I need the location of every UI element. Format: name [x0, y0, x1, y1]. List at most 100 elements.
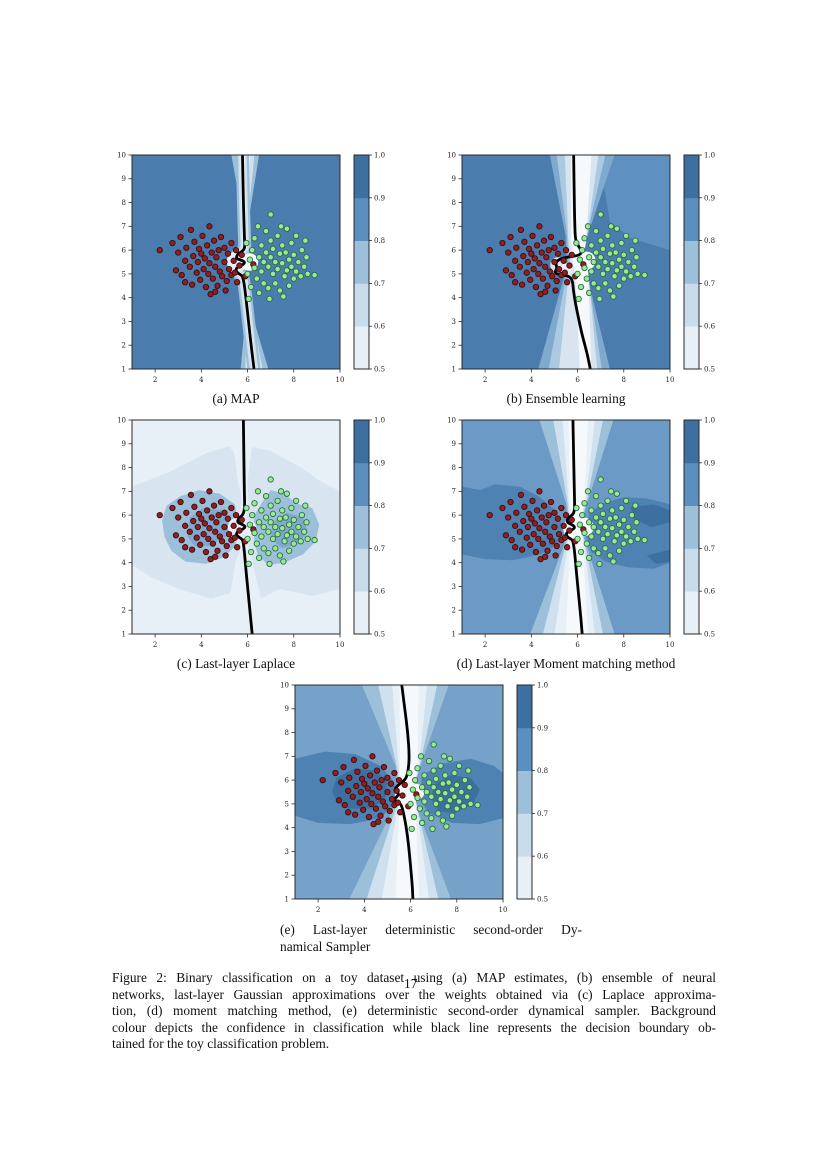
subplot-b: 2 4 6 8 10 1 2 3 4 5 6 7 8 9 10 0.5 0.6 0.7 0.8 0.9 1.0 [432, 149, 727, 391]
svg-text:8: 8 [452, 464, 456, 472]
svg-text:4: 4 [122, 559, 127, 567]
svg-text:1: 1 [122, 365, 126, 373]
figure-caption-line: colour depicts the confidence in classif… [112, 1019, 716, 1035]
svg-text:9: 9 [285, 705, 289, 713]
class-0-red-points [319, 753, 420, 828]
svg-text:6: 6 [575, 376, 580, 384]
svg-text:0.8: 0.8 [537, 767, 548, 775]
svg-text:0.5: 0.5 [374, 366, 385, 374]
svg-text:0.6: 0.6 [374, 323, 386, 331]
svg-text:10: 10 [666, 641, 675, 649]
class-1-green-points [573, 476, 648, 568]
svg-text:3: 3 [122, 583, 126, 591]
svg-text:0.6: 0.6 [537, 853, 549, 861]
svg-text:0.8: 0.8 [374, 502, 385, 510]
svg-text:1.0: 1.0 [704, 152, 715, 160]
svg-text:6: 6 [245, 376, 250, 384]
svg-text:7: 7 [122, 488, 126, 496]
svg-text:9: 9 [452, 175, 456, 183]
svg-text:10: 10 [666, 376, 675, 384]
svg-text:1.0: 1.0 [374, 417, 385, 425]
svg-text:0.8: 0.8 [704, 502, 715, 510]
colorbar: 0.5 0.6 0.7 0.8 0.9 1.0 [683, 417, 716, 639]
svg-text:8: 8 [622, 641, 626, 649]
colorbar: 0.5 0.6 0.7 0.8 0.9 1.0 [353, 417, 386, 639]
svg-text:3: 3 [452, 318, 456, 326]
svg-text:1.0: 1.0 [374, 152, 385, 160]
svg-text:10: 10 [336, 376, 345, 384]
contour-region [462, 155, 670, 369]
svg-text:4: 4 [199, 641, 204, 649]
subplot-caption-b: (b) Ensemble learning [506, 391, 626, 406]
svg-text:10: 10 [117, 151, 126, 159]
class-1-green-points [573, 211, 648, 303]
class-0-red-points [486, 488, 587, 563]
svg-text:2: 2 [316, 906, 320, 914]
svg-text:0.7: 0.7 [704, 280, 715, 288]
subplot-caption-c: (c) Last-layer Laplace [176, 656, 296, 671]
figure-caption: Figure 2: Binary classification on a toy… [112, 970, 716, 1053]
svg-text:6: 6 [122, 512, 127, 520]
svg-text:0.9: 0.9 [704, 459, 715, 467]
figure-caption-line: tion, (d) moment matching method, (e) de… [112, 1003, 716, 1019]
svg-text:6: 6 [575, 641, 580, 649]
svg-text:10: 10 [117, 416, 126, 424]
svg-text:6: 6 [452, 247, 457, 255]
svg-text:7: 7 [452, 488, 456, 496]
svg-text:0.7: 0.7 [374, 280, 385, 288]
svg-text:0.7: 0.7 [537, 810, 548, 818]
decision-boundary [234, 155, 256, 369]
svg-text:2: 2 [285, 872, 289, 880]
contour-region [132, 155, 340, 369]
class-0-red-points [156, 488, 257, 563]
subplot-caption-a: (a) MAP [212, 391, 260, 406]
class-1-green-points [243, 476, 318, 568]
svg-text:0.7: 0.7 [374, 545, 385, 553]
svg-text:7: 7 [285, 753, 289, 761]
svg-text:10: 10 [336, 641, 345, 649]
svg-text:6: 6 [452, 512, 457, 520]
svg-text:3: 3 [122, 318, 126, 326]
svg-text:0.9: 0.9 [537, 724, 548, 732]
svg-text:0.7: 0.7 [704, 545, 715, 553]
svg-text:2: 2 [483, 641, 487, 649]
svg-text:9: 9 [452, 440, 456, 448]
colorbar: 0.5 0.6 0.7 0.8 0.9 1.0 [353, 152, 386, 374]
svg-text:2: 2 [483, 376, 487, 384]
svg-text:6: 6 [408, 906, 413, 914]
svg-text:2: 2 [153, 376, 157, 384]
svg-text:10: 10 [280, 681, 289, 689]
class-0-red-points [486, 223, 587, 298]
class-1-green-points [243, 211, 318, 303]
svg-text:5: 5 [285, 800, 289, 808]
subplot-caption-d: (d) Last-layer Moment matching method [456, 656, 676, 671]
svg-text:4: 4 [122, 294, 127, 302]
svg-text:5: 5 [452, 535, 456, 543]
figure-caption-line: Figure 2: Binary classification on a toy… [112, 970, 716, 985]
svg-text:2: 2 [153, 641, 157, 649]
svg-text:2: 2 [452, 342, 456, 350]
svg-text:0.8: 0.8 [704, 237, 715, 245]
colorbar: 0.5 0.6 0.7 0.8 0.9 1.0 [683, 152, 716, 374]
subplot-e: 2 4 6 8 10 1 2 3 4 5 6 7 8 9 10 0.5 0.6 0.7 0.8 0.9 1.0 [265, 679, 560, 921]
svg-text:4: 4 [452, 294, 457, 302]
svg-text:8: 8 [285, 729, 289, 737]
svg-text:10: 10 [499, 906, 508, 914]
svg-text:8: 8 [452, 199, 456, 207]
svg-text:2: 2 [452, 607, 456, 615]
svg-text:5: 5 [122, 535, 126, 543]
decision-boundary [393, 685, 415, 899]
svg-text:4: 4 [199, 376, 204, 384]
svg-text:7: 7 [122, 223, 126, 231]
svg-text:1: 1 [452, 365, 456, 373]
contour-region [132, 420, 340, 634]
svg-text:4: 4 [362, 906, 367, 914]
class-1-green-points [406, 741, 481, 833]
svg-text:0.5: 0.5 [537, 896, 548, 904]
svg-text:0.5: 0.5 [704, 366, 715, 374]
svg-text:0.5: 0.5 [374, 631, 385, 639]
